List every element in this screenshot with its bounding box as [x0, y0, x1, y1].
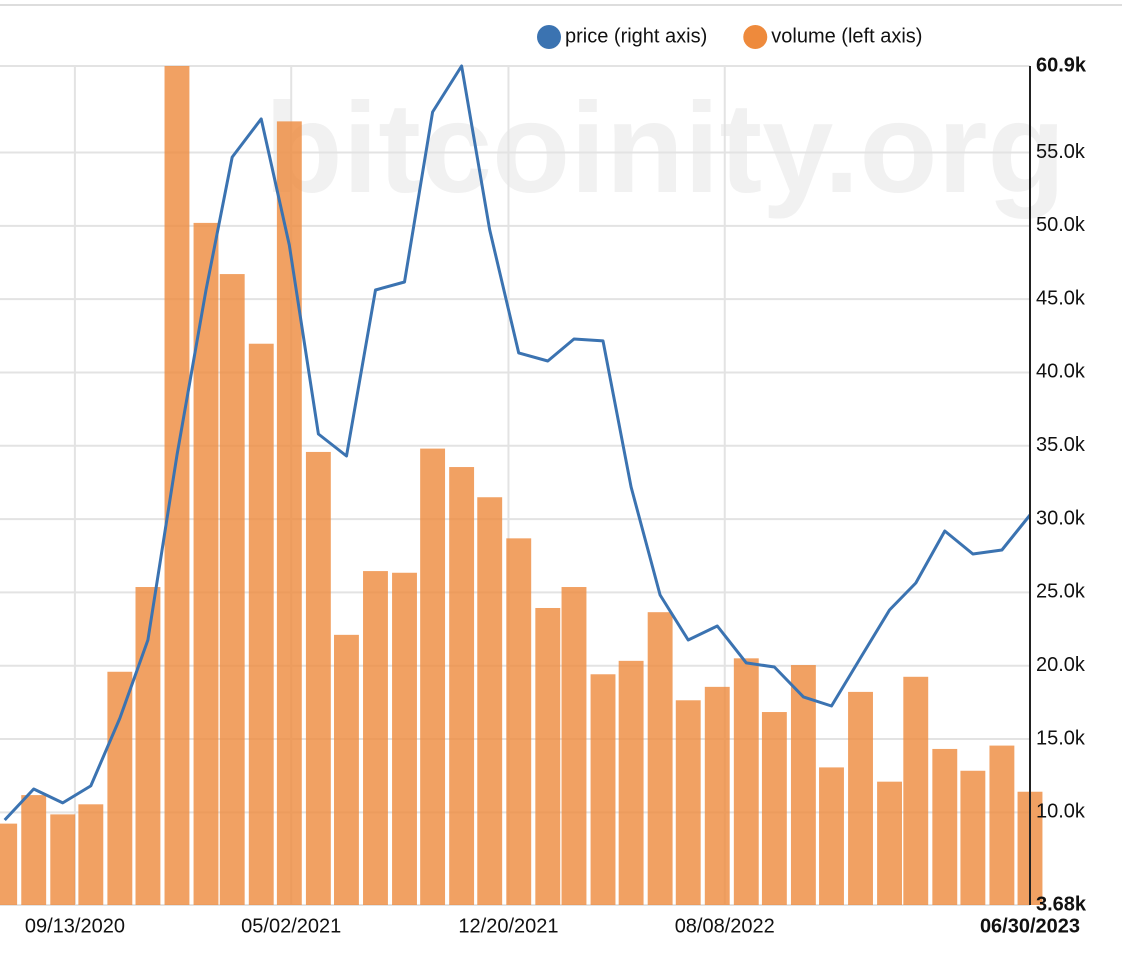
axes: 3.68k 10.0k 15.0k 20.0k 25.0k 30.0k 35.0k 40.0k… — [25, 54, 1087, 937]
bar — [960, 770, 986, 905]
bar — [877, 781, 902, 905]
bar — [449, 467, 475, 905]
x-tick-label: 12/20/2021 — [458, 915, 558, 937]
x-tick-label: 06/30/2023 — [980, 915, 1080, 937]
bar — [164, 66, 190, 905]
bar — [0, 823, 18, 905]
x-tick-label: 08/08/2022 — [675, 915, 775, 937]
bar — [675, 700, 701, 905]
y2-tick-label: 40.0k — [1036, 361, 1086, 383]
watermark: bitcoinity.org — [264, 77, 1065, 220]
y2-tick-label: 35.0k — [1036, 434, 1086, 456]
bar — [21, 795, 47, 905]
y2-tick-label: 30.0k — [1036, 507, 1086, 529]
bar — [848, 691, 873, 905]
bar — [535, 607, 561, 905]
legend-marker — [743, 25, 768, 49]
bar — [704, 686, 730, 905]
y2-tick-label: 55.0k — [1036, 141, 1086, 163]
bar — [561, 587, 587, 905]
bar — [819, 767, 844, 905]
legend: price (right axis) volume (left axis) — [537, 25, 922, 49]
bar — [334, 634, 359, 905]
bar — [733, 658, 759, 905]
y2-tick-label: 3.68k — [1036, 893, 1087, 915]
y2-tick-label: 10.0k — [1036, 801, 1086, 823]
bar — [590, 674, 616, 905]
price-line — [3, 64, 1032, 822]
bar — [305, 451, 331, 905]
x-tick-label: 05/02/2021 — [241, 915, 341, 937]
bar — [761, 712, 787, 905]
bar — [50, 814, 76, 905]
legend-marker — [537, 25, 561, 49]
y2-tick-label: 15.0k — [1036, 727, 1086, 749]
bar — [477, 497, 503, 905]
bar — [618, 660, 644, 905]
bar — [363, 571, 388, 905]
lines — [3, 64, 1032, 822]
y2-tick-label: 50.0k — [1036, 214, 1086, 236]
bar — [219, 274, 245, 905]
y2-tick-label: 45.0k — [1036, 287, 1086, 309]
bar — [989, 745, 1015, 905]
bar — [193, 222, 219, 905]
bar — [392, 572, 417, 905]
y2-tick-label: 60.9k — [1036, 54, 1087, 76]
bar — [903, 676, 929, 905]
bar — [248, 343, 274, 906]
x-tick-label: 09/13/2020 — [25, 915, 125, 937]
legend-label: volume (left axis) — [771, 25, 922, 47]
bar — [420, 448, 446, 905]
y2-tick-label: 20.0k — [1036, 654, 1086, 676]
bar — [107, 671, 133, 905]
bar — [932, 748, 958, 905]
y2-tick-label: 25.0k — [1036, 581, 1086, 603]
bar — [78, 804, 104, 905]
bar — [506, 538, 532, 905]
bar — [790, 665, 816, 905]
bar — [647, 612, 673, 905]
legend-label: price (right axis) — [565, 25, 707, 47]
